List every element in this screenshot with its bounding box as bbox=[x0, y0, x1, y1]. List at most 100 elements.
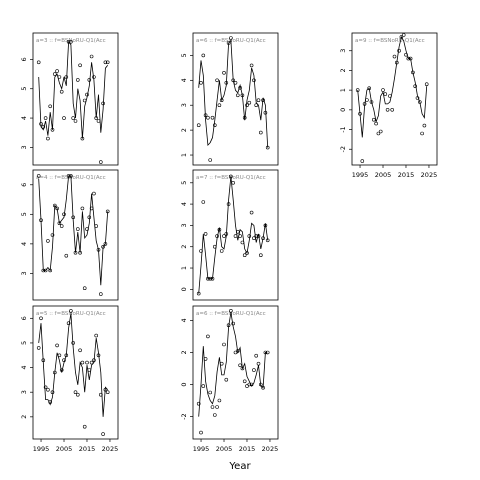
observed-point bbox=[390, 108, 395, 112]
observed-point bbox=[50, 233, 55, 237]
observed-point bbox=[92, 75, 96, 79]
y-tick-label: 5 bbox=[180, 181, 188, 185]
observed-point bbox=[222, 234, 226, 238]
y-tick-label: 4 bbox=[20, 242, 28, 246]
y-tick-label: 3 bbox=[20, 390, 28, 394]
observed-point bbox=[80, 360, 85, 365]
observed-point bbox=[41, 358, 46, 363]
observed-point bbox=[82, 286, 87, 291]
observed-point bbox=[215, 78, 219, 83]
observed-point bbox=[39, 316, 43, 321]
observed-point bbox=[196, 401, 201, 406]
observed-point bbox=[62, 212, 66, 217]
observed-point bbox=[256, 361, 261, 366]
observed-point bbox=[96, 248, 101, 252]
observed-point bbox=[55, 343, 59, 348]
observed-point bbox=[371, 117, 376, 122]
observed-point bbox=[46, 136, 50, 141]
y-tick-label: 6 bbox=[20, 316, 28, 320]
observed-point bbox=[265, 238, 270, 243]
plot-area bbox=[355, 33, 429, 163]
observed-point bbox=[69, 174, 73, 178]
fitted-line bbox=[198, 312, 268, 417]
observed-point bbox=[48, 268, 53, 273]
observed-point bbox=[85, 227, 89, 231]
observed-point bbox=[59, 368, 64, 372]
y-tick-label: 5 bbox=[20, 341, 28, 345]
panel-title: a=9 :: f=BSNoRU-Q1(Acc bbox=[355, 38, 425, 44]
observed-point bbox=[229, 308, 233, 313]
panel-frame bbox=[192, 169, 279, 301]
panel-frame bbox=[192, 32, 279, 166]
observed-point bbox=[57, 353, 62, 358]
observed-point bbox=[96, 119, 101, 123]
y-tick-label: 4 bbox=[180, 318, 188, 322]
observed-point bbox=[201, 384, 206, 388]
fitted-line bbox=[198, 39, 269, 148]
observed-point bbox=[252, 78, 256, 83]
observed-point bbox=[62, 116, 66, 120]
observed-point bbox=[46, 239, 50, 243]
observed-point bbox=[201, 200, 206, 204]
observed-point bbox=[59, 89, 64, 94]
observed-point bbox=[71, 215, 75, 220]
y-tick-label: 4 bbox=[20, 366, 28, 370]
observed-point bbox=[226, 41, 231, 45]
observed-point bbox=[48, 400, 53, 404]
observed-point bbox=[82, 424, 87, 429]
y-tick-label: 2 bbox=[180, 350, 188, 354]
observed-point bbox=[231, 321, 235, 326]
observed-point bbox=[52, 72, 57, 76]
observed-point bbox=[236, 349, 240, 353]
observed-point bbox=[369, 100, 374, 104]
y-tick-label: 4 bbox=[180, 78, 188, 82]
observed-point bbox=[105, 60, 110, 65]
observed-point bbox=[210, 115, 215, 120]
y-tick-label: 2 bbox=[180, 128, 188, 132]
y-tick-label: 2 bbox=[180, 245, 188, 249]
observed-point bbox=[94, 224, 98, 228]
observed-point bbox=[99, 392, 103, 397]
observed-point bbox=[263, 110, 268, 115]
observed-point bbox=[203, 232, 208, 236]
observed-point bbox=[66, 321, 71, 326]
panel-frame bbox=[32, 32, 119, 166]
panel-frame bbox=[32, 305, 119, 440]
observed-point bbox=[424, 82, 429, 86]
observed-point bbox=[249, 382, 254, 387]
observed-point bbox=[201, 53, 206, 58]
observed-point bbox=[360, 159, 365, 163]
observed-point bbox=[43, 385, 48, 390]
observed-point bbox=[39, 122, 43, 126]
observed-point bbox=[219, 361, 224, 366]
observed-point bbox=[50, 128, 55, 132]
y-tick-label: 5 bbox=[20, 87, 28, 91]
observed-point bbox=[48, 104, 53, 109]
fitted-line bbox=[198, 176, 269, 294]
observed-point bbox=[226, 323, 231, 328]
observed-point bbox=[89, 360, 94, 365]
observed-point bbox=[355, 88, 360, 92]
observed-point bbox=[254, 353, 259, 358]
observed-point bbox=[378, 129, 383, 134]
observed-point bbox=[50, 390, 55, 395]
observed-point bbox=[39, 218, 43, 222]
observed-point bbox=[59, 224, 64, 228]
observed-point bbox=[217, 398, 222, 403]
fitted-line bbox=[38, 40, 109, 139]
observed-point bbox=[80, 136, 85, 141]
observed-point bbox=[256, 98, 261, 102]
observed-point bbox=[233, 81, 238, 85]
observed-point bbox=[406, 56, 411, 61]
observed-point bbox=[362, 102, 367, 106]
observed-point bbox=[66, 39, 71, 44]
observed-point bbox=[219, 249, 224, 253]
observed-point bbox=[258, 130, 263, 135]
panel-frame bbox=[192, 305, 279, 440]
observed-point bbox=[71, 116, 75, 120]
x-tick-label: 2015 bbox=[239, 445, 256, 453]
observed-point bbox=[381, 88, 385, 92]
